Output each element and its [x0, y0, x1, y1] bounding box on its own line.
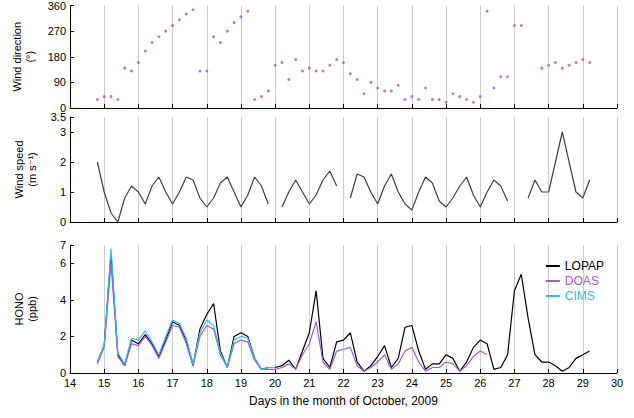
svg-text:360: 360: [48, 0, 66, 12]
svg-text:Days in the month of October,: Days in the month of October, 2009: [249, 394, 438, 408]
svg-text:29: 29: [577, 377, 589, 389]
svg-text:2: 2: [60, 156, 66, 168]
svg-text:27: 27: [508, 377, 520, 389]
svg-text:2: 2: [60, 330, 66, 342]
svg-text:0: 0: [59, 102, 66, 114]
svg-text:15: 15: [98, 377, 110, 389]
svg-text:21: 21: [303, 377, 315, 389]
svg-text:3.5: 3.5: [51, 111, 66, 123]
svg-text:1: 1: [60, 186, 66, 198]
svg-text:Wind direction: Wind direction: [11, 22, 23, 92]
svg-text:25: 25: [440, 377, 452, 389]
svg-text:22: 22: [337, 377, 349, 389]
svg-text:180: 180: [48, 51, 66, 63]
svg-text:Wind speed: Wind speed: [13, 140, 25, 198]
svg-text:HONO: HONO: [13, 292, 25, 325]
svg-text:(m s⁻¹): (m s⁻¹): [26, 152, 38, 187]
svg-text:17: 17: [166, 377, 178, 389]
svg-text:18: 18: [201, 377, 213, 389]
svg-text:16: 16: [132, 377, 144, 389]
svg-text:28: 28: [543, 377, 555, 389]
svg-text:6: 6: [60, 257, 66, 269]
svg-text:0: 0: [60, 216, 66, 228]
svg-text:23: 23: [372, 377, 384, 389]
svg-text:24: 24: [406, 377, 418, 389]
svg-text:90: 90: [54, 76, 66, 88]
svg-text:20: 20: [269, 377, 281, 389]
svg-text:14: 14: [64, 377, 76, 389]
svg-text:DOAS: DOAS: [565, 274, 599, 288]
svg-text:7: 7: [60, 239, 66, 251]
svg-text:26: 26: [474, 377, 486, 389]
svg-text:(ppb): (ppb): [26, 296, 38, 322]
svg-text:(°): (°): [24, 51, 36, 63]
svg-text:30: 30: [611, 377, 623, 389]
svg-text:19: 19: [235, 377, 247, 389]
svg-text:0: 0: [59, 367, 66, 379]
svg-text:270: 270: [48, 25, 66, 37]
svg-text:CIMS: CIMS: [565, 289, 595, 303]
svg-text:3: 3: [60, 126, 66, 138]
svg-text:LOPAP: LOPAP: [565, 259, 604, 273]
svg-text:4: 4: [60, 294, 66, 306]
